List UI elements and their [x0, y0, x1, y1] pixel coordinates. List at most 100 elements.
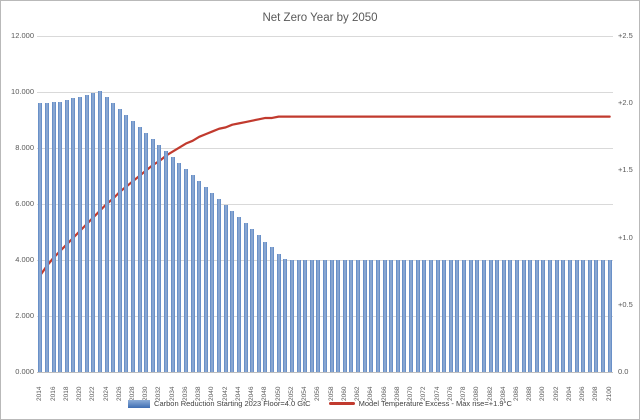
gridline	[37, 92, 613, 93]
bar	[342, 260, 347, 372]
bar	[230, 211, 235, 372]
bar	[170, 157, 175, 372]
bar-series-swatch	[128, 399, 151, 408]
gridline	[37, 36, 613, 37]
x-tick-label: 2076	[446, 386, 454, 401]
x-tick-label: 2100	[605, 386, 613, 401]
bar	[270, 247, 275, 372]
bar	[51, 102, 56, 372]
y-tick-label-right: +2.5	[618, 31, 633, 40]
bar	[91, 92, 96, 372]
bar	[329, 260, 334, 372]
x-tick-label: 2038	[195, 386, 203, 401]
x-tick-label: 2024	[102, 386, 110, 401]
bar	[316, 260, 321, 372]
x-tick-label: 2094	[565, 386, 573, 401]
bar	[508, 260, 513, 372]
bar	[442, 260, 447, 372]
bar	[124, 114, 129, 372]
x-tick-label: 2014	[36, 386, 44, 401]
x-tick-label: 2052	[287, 386, 295, 401]
bar	[607, 260, 612, 372]
bar	[263, 241, 268, 372]
bar	[567, 260, 572, 372]
y-tick-label-left: 6.000	[15, 199, 34, 208]
bar	[190, 175, 195, 372]
y-tick-label-left: 4.000	[15, 255, 34, 264]
bar	[157, 145, 162, 372]
y-tick-label-right: +2.0	[618, 98, 633, 108]
y-tick-label-right: +1.0	[618, 232, 633, 242]
bar	[164, 151, 169, 372]
bar	[475, 260, 480, 372]
bar	[389, 260, 394, 372]
bar	[197, 181, 202, 372]
bar	[415, 260, 420, 372]
bar	[349, 260, 354, 372]
x-tick-label: 2080	[473, 386, 481, 401]
x-tick-label: 2074	[433, 386, 441, 401]
x-tick-label: 2020	[76, 386, 84, 401]
x-tick-label: 2028	[129, 386, 136, 401]
bar	[375, 260, 380, 372]
bar	[137, 127, 142, 372]
x-tick-label: 2090	[539, 386, 547, 401]
x-tick-label: 2042	[221, 386, 229, 401]
x-tick-label: 2046	[248, 386, 256, 401]
bar	[495, 260, 500, 372]
bar	[561, 260, 566, 372]
bar	[601, 260, 606, 372]
bar	[323, 260, 327, 372]
bar	[402, 260, 407, 372]
legend-label-bars: Carbon Reduction Starting 2023 Floor=4.0…	[154, 399, 311, 408]
bar	[250, 229, 255, 372]
x-tick-label: 2022	[89, 386, 97, 401]
bar	[356, 260, 361, 372]
bar	[150, 139, 155, 372]
bar	[541, 260, 546, 372]
bar	[243, 223, 248, 372]
x-tick-label: 2098	[592, 386, 600, 401]
legend-label-line: Model Temperature Excess - Max rise=+1.9…	[358, 399, 512, 408]
bar	[283, 259, 288, 372]
bar	[395, 260, 400, 372]
y-tick-label-right: +1.5	[618, 165, 633, 175]
x-tick-label: 2070	[407, 386, 415, 401]
bar	[276, 253, 281, 372]
bar	[289, 260, 294, 372]
y-tick-label-right: 0.0	[618, 367, 629, 376]
bar	[217, 199, 222, 372]
bar	[422, 260, 427, 372]
bar	[468, 260, 473, 372]
bar	[435, 260, 440, 372]
bar	[117, 109, 122, 372]
bar	[71, 98, 76, 372]
x-tick-label: 2030	[142, 386, 150, 401]
bar	[84, 94, 89, 372]
x-tick-label: 2040	[208, 386, 216, 401]
y-tick-label-left: 12.000	[11, 31, 34, 40]
bar	[382, 260, 387, 372]
bar	[574, 260, 579, 372]
bar	[581, 260, 586, 372]
x-tick-label: 2036	[181, 386, 189, 401]
bar	[44, 102, 49, 372]
line-series-swatch	[328, 402, 355, 405]
bar	[223, 205, 228, 372]
x-tick-label: 2092	[552, 386, 560, 401]
bar	[534, 260, 539, 372]
x-tick-label: 2018	[62, 386, 70, 401]
bar	[409, 260, 414, 372]
x-tick-label: 2084	[499, 386, 507, 401]
bar	[448, 260, 453, 372]
x-tick-label: 2048	[261, 386, 269, 401]
bar	[587, 260, 592, 372]
bar	[38, 102, 43, 372]
bar	[236, 217, 241, 372]
bar	[554, 260, 559, 372]
bar	[309, 260, 314, 372]
bar	[104, 97, 109, 372]
bar	[521, 260, 526, 372]
bar	[210, 193, 215, 372]
